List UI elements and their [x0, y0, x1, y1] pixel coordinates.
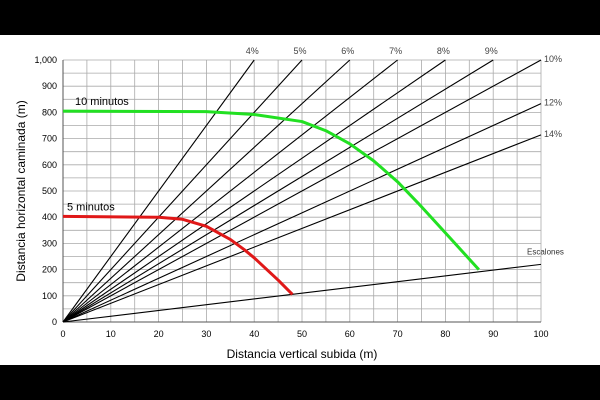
- x-tick-label: 40: [249, 329, 259, 339]
- grade-line: [62, 59, 542, 323]
- chart-background: [0, 35, 600, 365]
- grade-line: [62, 59, 351, 323]
- y-tick-label: 300: [42, 238, 57, 248]
- grade-label: 9%: [485, 46, 498, 56]
- grade-label: 12%: [544, 98, 562, 108]
- x-tick-label: 10: [106, 329, 116, 339]
- series-label: 10 minutos: [75, 96, 129, 108]
- grade-line: [62, 59, 303, 323]
- grade-label: 5%: [293, 46, 306, 56]
- y-tick-label: 800: [42, 107, 57, 117]
- y-tick-label: 900: [42, 81, 57, 91]
- y-tick-label: 400: [42, 212, 57, 222]
- grade-line: [62, 103, 542, 323]
- grade-label: 10%: [544, 54, 562, 64]
- y-axis-label: Distancia horizontal caminada (m): [14, 100, 28, 281]
- grade-line: [62, 59, 255, 323]
- x-tick-label: 0: [60, 329, 65, 339]
- grade-label: 4%: [246, 46, 259, 56]
- x-tick-label: 60: [345, 329, 355, 339]
- grade-label: 8%: [437, 46, 450, 56]
- y-tick-label: 100: [42, 291, 57, 301]
- series-curves: 10 minutos 5 minutos: [62, 96, 480, 296]
- series-line: [62, 109, 480, 271]
- grade-line: [62, 134, 542, 323]
- grade-line: [62, 263, 542, 323]
- x-axis-label: Distancia vertical subida (m): [227, 347, 378, 361]
- series-line: [62, 214, 294, 296]
- grade-label: Escalones: [527, 247, 564, 256]
- grade-line: [62, 59, 446, 323]
- y-tick-label: 500: [42, 186, 57, 196]
- y-tick-label: 700: [42, 134, 57, 144]
- series-label: 5 minutos: [67, 201, 115, 213]
- y-tick-label: 600: [42, 160, 57, 170]
- grade-line: [62, 59, 398, 323]
- x-tick-label: 30: [201, 329, 211, 339]
- grade-label: 6%: [341, 46, 354, 56]
- x-tick-label: 80: [440, 329, 450, 339]
- grade-line: [62, 59, 494, 323]
- grade-lines: 4% 5% 6% 7% 8% 9% 10% 12% 14% Escalones: [62, 46, 564, 323]
- x-tick-label: 70: [393, 329, 403, 339]
- grade-label: 14%: [544, 129, 562, 139]
- y-tick-label: 1,000: [34, 55, 57, 65]
- y-tick-label: 200: [42, 265, 57, 275]
- x-tick-label: 90: [488, 329, 498, 339]
- grade-label: 7%: [389, 46, 402, 56]
- x-tick-label: 100: [533, 329, 548, 339]
- tick-labels: 0 10 20 30 40 50 60 70 80 90 100 0 100 200 300 400 500 60…: [34, 55, 548, 339]
- x-tick-label: 20: [154, 329, 164, 339]
- x-tick-label: 50: [297, 329, 307, 339]
- y-tick-label: 0: [52, 317, 57, 327]
